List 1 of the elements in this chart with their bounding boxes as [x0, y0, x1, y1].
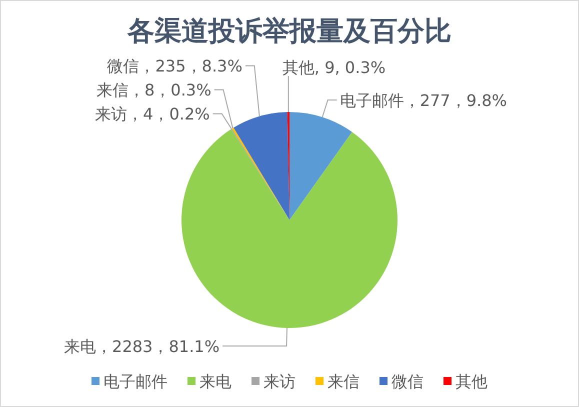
title: 各渠道投诉举报量及百分比	[128, 16, 452, 47]
